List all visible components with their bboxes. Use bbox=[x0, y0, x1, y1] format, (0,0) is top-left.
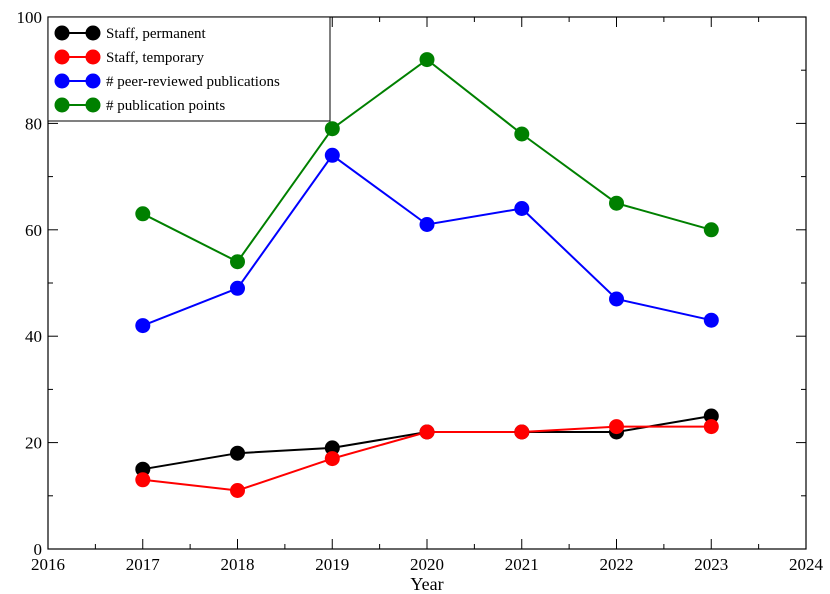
x-tick-label: 2024 bbox=[789, 555, 824, 574]
x-tick-label: 2020 bbox=[410, 555, 444, 574]
legend-marker bbox=[85, 25, 101, 41]
data-point bbox=[135, 206, 151, 222]
data-point bbox=[135, 472, 151, 488]
data-point bbox=[324, 121, 340, 137]
legend-marker bbox=[54, 73, 70, 89]
legend-marker bbox=[54, 25, 70, 41]
series-line bbox=[142, 415, 712, 471]
y-tick-label: 80 bbox=[25, 114, 42, 133]
legend-marker bbox=[54, 97, 70, 113]
data-point bbox=[230, 280, 245, 296]
legend-marker bbox=[85, 73, 101, 89]
legend-label: # peer-reviewed publications bbox=[106, 74, 280, 90]
legend: Staff, permanent Staff, temporary # peer-r… bbox=[47, 16, 331, 122]
legend-marker bbox=[54, 49, 70, 65]
data-point bbox=[324, 440, 340, 456]
data-point bbox=[135, 318, 151, 334]
data-point bbox=[514, 201, 530, 216]
data-point bbox=[609, 195, 624, 211]
legend-label: Staff, permanent bbox=[106, 26, 207, 42]
series-points bbox=[135, 52, 719, 498]
data-point bbox=[703, 408, 719, 424]
y-tick-label: 0 bbox=[34, 540, 43, 559]
x-tick-label: 2019 bbox=[315, 555, 349, 574]
data-point bbox=[324, 451, 340, 467]
legend-marker bbox=[85, 97, 101, 113]
y-tick-label: 100 bbox=[17, 8, 43, 27]
y-tick-label: 60 bbox=[25, 221, 42, 240]
data-point bbox=[230, 483, 245, 498]
data-point bbox=[419, 424, 435, 440]
data-point bbox=[324, 147, 340, 163]
x-tick-label: 2018 bbox=[221, 555, 255, 574]
legend-marker bbox=[85, 49, 101, 65]
data-point bbox=[514, 424, 530, 440]
y-tick-label: 20 bbox=[25, 434, 42, 453]
x-tick-label: 2022 bbox=[600, 555, 634, 574]
x-tick-label: 2023 bbox=[694, 555, 728, 574]
legend-label: # publication points bbox=[106, 98, 225, 114]
data-point bbox=[419, 52, 435, 68]
data-point bbox=[230, 254, 245, 270]
axis-ticks: 2016 2017 2018 2019 2020 2021 2022 2023 2024 0 20 4… bbox=[17, 8, 824, 574]
data-point bbox=[703, 222, 719, 238]
x-tick-label: 2021 bbox=[505, 555, 539, 574]
legend-label: Staff, temporary bbox=[106, 50, 205, 66]
x-tick-label: 2017 bbox=[126, 555, 161, 574]
data-point bbox=[419, 217, 435, 232]
data-point bbox=[609, 291, 624, 307]
data-point bbox=[609, 419, 624, 435]
x-tick-label: 2016 bbox=[31, 555, 65, 574]
x-axis-label: Year bbox=[410, 574, 443, 594]
data-point bbox=[230, 445, 245, 461]
data-point bbox=[703, 419, 719, 435]
series-line bbox=[142, 153, 712, 327]
data-point bbox=[703, 312, 719, 328]
y-tick-label: 40 bbox=[25, 327, 42, 346]
data-point bbox=[135, 461, 151, 477]
data-point bbox=[514, 126, 530, 142]
